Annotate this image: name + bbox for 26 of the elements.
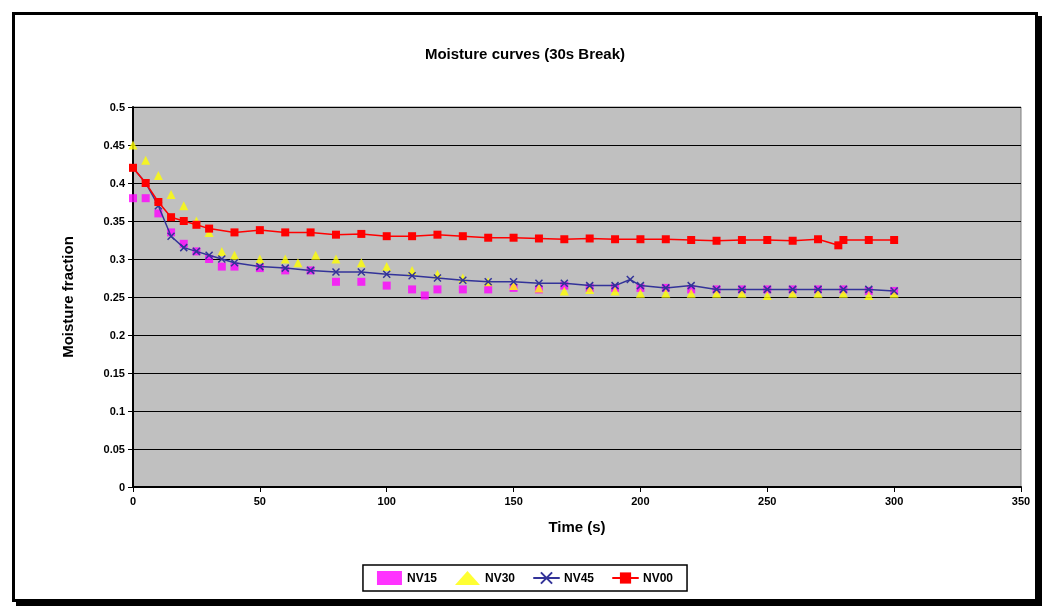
y-tick-label: 0.4 (109, 177, 126, 189)
chart-title: Moisture curves (30s Break) (424, 45, 626, 62)
y-tick-label: 0.3 (109, 253, 125, 265)
x-tick-label: 100 (377, 494, 396, 507)
x-tick-label: 300 (884, 494, 904, 507)
y-tick-label: 0.35 (103, 215, 125, 227)
y-tick-label: 0.2 (109, 329, 125, 341)
y-tick-label: 0 (118, 481, 125, 493)
x-tick-label: 350 (1011, 494, 1031, 507)
x-axis-title: Time (s) (548, 518, 606, 535)
legend-label: NV45 (564, 571, 595, 585)
legend-label: NV30 (484, 571, 516, 585)
y-axis-title: Moisture fraction (59, 236, 76, 358)
y-tick-label: 0.05 (103, 443, 125, 455)
y-tick-label: 0.5 (109, 101, 125, 113)
y-tick-label: 0.45 (103, 139, 125, 151)
x-tick-label: 50 (253, 494, 266, 507)
y-tick-label: 0.15 (103, 367, 125, 379)
x-tick-label: 200 (631, 494, 650, 507)
y-tick-label: 0.1 (109, 405, 125, 417)
legend-label: NV00 (643, 571, 674, 585)
y-tick-label: 0.25 (103, 291, 125, 303)
x-tick-label: 250 (758, 494, 777, 507)
legend-label: NV15 (406, 571, 438, 585)
x-tick-label: 0 (129, 494, 137, 507)
x-tick-label: 150 (504, 494, 523, 507)
